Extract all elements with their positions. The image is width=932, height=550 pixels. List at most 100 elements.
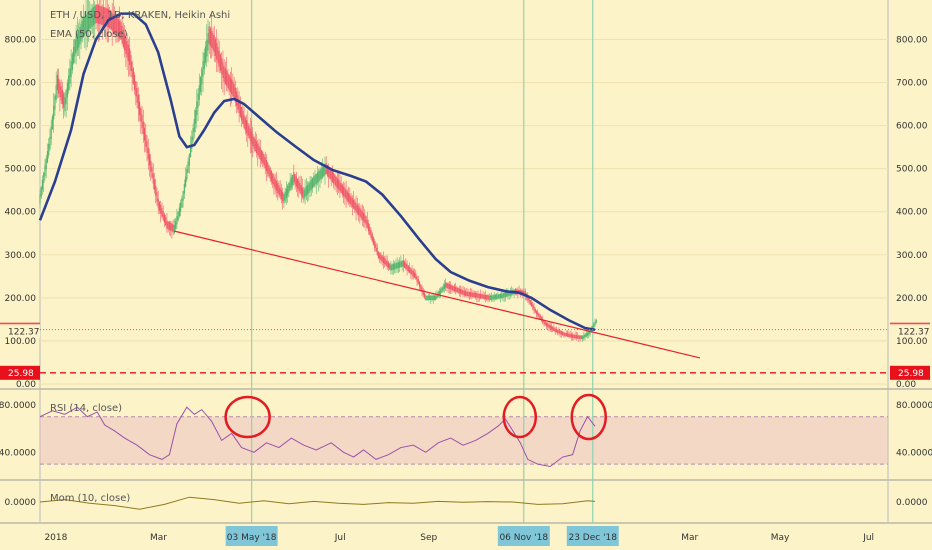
candle-body xyxy=(545,322,548,327)
rsi-band xyxy=(40,416,888,465)
candle-body xyxy=(448,284,451,289)
candle-body xyxy=(284,191,286,201)
candle-body xyxy=(152,173,154,184)
candle-body xyxy=(74,39,76,57)
grid-layer xyxy=(40,38,888,465)
candle-body xyxy=(390,264,392,271)
price-ytick-right: 400.00 xyxy=(896,208,928,218)
candle-body xyxy=(421,287,423,293)
candle-body xyxy=(316,172,319,183)
candle-body xyxy=(573,334,575,339)
candle-body xyxy=(183,183,185,194)
candle-body xyxy=(349,194,351,204)
x-axis-label: May xyxy=(771,533,790,543)
candle-body xyxy=(84,16,86,35)
x-axis-label: Jul xyxy=(862,533,874,543)
y-axis-ticks: 0.00 0.00 100.00 100.00 200.00 200.00 300.00 30… xyxy=(0,35,932,508)
price-ytick-left: 600.00 xyxy=(5,122,37,132)
candle-body xyxy=(499,293,502,299)
candle-body xyxy=(208,26,210,44)
candle-body xyxy=(452,285,454,291)
candle-body xyxy=(323,165,325,177)
candle-body xyxy=(43,172,45,183)
candle-body xyxy=(300,185,302,196)
candle-body xyxy=(192,127,194,141)
candle-body xyxy=(39,194,41,204)
candle-body xyxy=(462,290,464,295)
candle-body xyxy=(455,286,457,292)
candle-body xyxy=(116,18,118,36)
candle-body xyxy=(176,216,178,225)
candle-body xyxy=(431,295,433,301)
price-ytick-right: 200.00 xyxy=(896,294,928,304)
candle-body xyxy=(361,211,363,220)
candle-body xyxy=(438,290,441,296)
candle-body xyxy=(268,165,270,177)
candle-body xyxy=(239,103,241,117)
candle-body xyxy=(295,176,297,187)
candle-body xyxy=(588,331,590,335)
candle-body xyxy=(506,292,508,297)
price-ytick-right: 600.00 xyxy=(896,122,928,132)
price-ytick-left: 0.00 xyxy=(16,380,36,390)
rsi-highlight-circle xyxy=(224,395,271,439)
candle-body xyxy=(320,168,322,180)
candle-body xyxy=(319,169,321,181)
date-highlight-box xyxy=(497,526,550,546)
candle-body xyxy=(127,44,129,62)
candle-body xyxy=(54,95,56,110)
candle-body xyxy=(68,75,70,91)
candle-body xyxy=(288,183,290,193)
candle-body xyxy=(290,177,292,188)
candle-body xyxy=(69,68,71,84)
price-ytick-left: 700.00 xyxy=(5,79,37,89)
candle-body xyxy=(447,283,449,289)
rsi-legend: RSI (14, close) xyxy=(50,403,122,414)
candle-body xyxy=(298,180,300,191)
candle-body xyxy=(194,110,197,124)
candle-body xyxy=(354,201,356,211)
rsi-line xyxy=(39,406,596,468)
price-tag-label: 122.37 xyxy=(898,327,930,337)
candle-body xyxy=(377,251,380,259)
candle-body xyxy=(121,25,123,44)
candle-body xyxy=(269,168,271,179)
candle-body xyxy=(488,295,490,300)
candle-body xyxy=(207,33,209,51)
candle-body xyxy=(85,14,87,33)
candle-body xyxy=(446,283,448,288)
mom-ytick-left: 0.0000 xyxy=(5,498,37,508)
price-ytick-left: 100.00 xyxy=(5,337,37,347)
candle-body xyxy=(126,40,128,58)
candle-body xyxy=(222,62,224,78)
candle-body xyxy=(563,332,565,336)
candle-body xyxy=(311,178,314,189)
candle-body xyxy=(357,206,360,215)
candle-body xyxy=(218,50,220,67)
candle-body xyxy=(87,12,90,31)
candle-body xyxy=(142,121,144,135)
candle-body xyxy=(399,261,401,268)
candle-body xyxy=(350,196,352,206)
candle-body xyxy=(371,233,373,242)
candle-body xyxy=(328,166,330,178)
candle-body xyxy=(280,189,283,200)
x-axis-label: Mar xyxy=(681,533,698,543)
candle-body xyxy=(502,293,504,298)
candle-body xyxy=(483,294,485,299)
candle-body xyxy=(90,9,92,28)
candle-body xyxy=(442,285,444,291)
candle-body xyxy=(270,171,273,182)
candle-body xyxy=(140,108,142,122)
candle-body xyxy=(420,284,422,290)
candle-body xyxy=(418,281,421,287)
price-tag-box xyxy=(0,324,40,339)
candle-body xyxy=(274,178,276,189)
candle-body xyxy=(348,193,350,203)
candle-body xyxy=(198,85,200,100)
candle-body xyxy=(77,30,80,48)
candle-body xyxy=(59,82,61,98)
candle-body xyxy=(250,131,253,144)
candle-body xyxy=(478,293,480,299)
candle-body xyxy=(527,295,529,301)
